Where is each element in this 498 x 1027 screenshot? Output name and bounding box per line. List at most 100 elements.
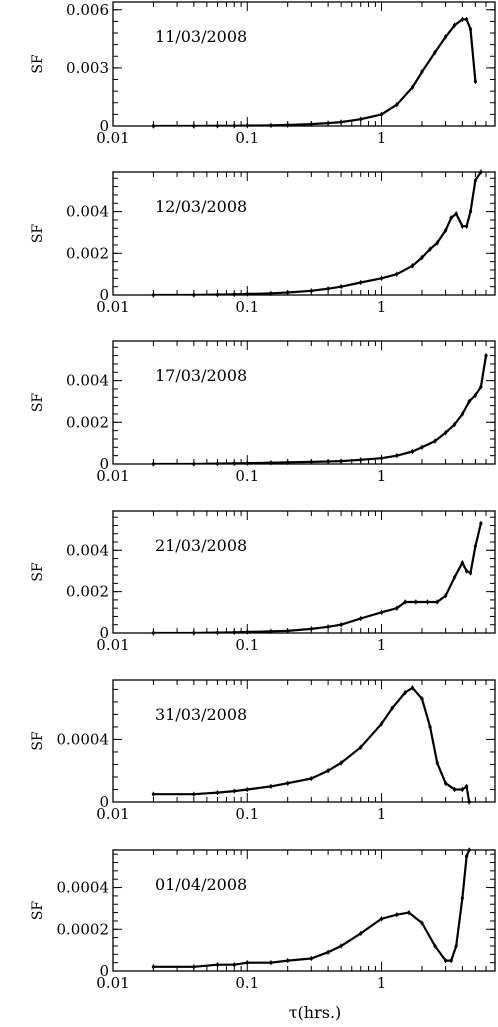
- data-point: [269, 291, 273, 295]
- y-tick-label: 0.004: [66, 372, 109, 390]
- data-point: [359, 745, 363, 749]
- data-point: [443, 781, 448, 785]
- data-point: [379, 456, 384, 460]
- data-point: [232, 789, 236, 793]
- data-point: [433, 944, 437, 948]
- date-annotation: 11/03/2008: [155, 27, 247, 46]
- y-axis-label: SF: [30, 731, 46, 751]
- data-point: [473, 79, 477, 84]
- data-point: [479, 521, 483, 526]
- date-annotation: 31/03/2008: [155, 705, 247, 724]
- data-point: [286, 123, 290, 127]
- data-point: [215, 963, 220, 967]
- panel-3: 0.01 0.1 1 0 0.002 0.004 SF 17/03/2008: [30, 340, 496, 485]
- data-point: [420, 255, 424, 260]
- data-point: [192, 293, 196, 297]
- y-tick-label: 0.002: [66, 413, 109, 431]
- x-tick-label: 0.01: [96, 636, 129, 654]
- data-point: [245, 787, 249, 792]
- data-point: [215, 461, 220, 466]
- y-axis-label: SF: [30, 393, 46, 413]
- data-point: [309, 122, 313, 126]
- data-point: [326, 769, 330, 773]
- y-axis-label: SF: [30, 901, 46, 921]
- date-annotation: 17/03/2008: [155, 366, 247, 385]
- data-point: [452, 575, 457, 579]
- data-point: [232, 963, 236, 967]
- data-point: [467, 399, 471, 404]
- data-point: [414, 600, 418, 604]
- x-tick-label: 0.1: [235, 974, 259, 992]
- data-point: [192, 792, 196, 796]
- data-point: [428, 247, 432, 251]
- data-point: [464, 784, 469, 788]
- x-tick-label: 0.1: [235, 467, 259, 485]
- data-point: [468, 210, 473, 214]
- data-point: [379, 276, 384, 280]
- data-point: [425, 600, 430, 604]
- data-point: [309, 627, 313, 631]
- data-point: [395, 272, 399, 276]
- data-point: [452, 23, 457, 27]
- data-point: [326, 459, 330, 464]
- y-tick-label: 0.006: [66, 1, 109, 19]
- data-point: [339, 761, 343, 765]
- data-point: [410, 85, 415, 89]
- data-point: [460, 896, 464, 900]
- data-point: [468, 27, 473, 31]
- x-tick-label: 0.01: [96, 974, 129, 992]
- y-axis-label: SF: [30, 562, 46, 582]
- data-point: [464, 17, 469, 22]
- data-point: [395, 606, 399, 610]
- y-tick-label: 0.0002: [57, 920, 110, 938]
- data-point: [479, 170, 483, 174]
- x-tick-label: 0.1: [235, 636, 259, 654]
- x-tick-label: 1: [377, 467, 387, 485]
- x-tick-label: 0.1: [235, 298, 259, 316]
- data-point: [460, 787, 464, 792]
- panel-2: 0.01 0.1 1 0 0.002 0.004 SF 12/03/2008: [30, 169, 496, 316]
- data-point: [420, 921, 424, 925]
- data-point: [460, 224, 464, 228]
- data-point: [410, 264, 415, 268]
- data-point: [464, 224, 469, 228]
- data-point: [449, 958, 453, 963]
- data-point: [151, 965, 156, 969]
- data-point: [245, 292, 249, 296]
- date-annotation: 21/03/2008: [155, 536, 247, 555]
- data-point: [309, 956, 313, 961]
- data-point: [460, 17, 464, 22]
- data-point: [449, 216, 453, 220]
- panel-4: 0.01 0.1 1 0 0.002 0.004 SF 21/03/2008: [30, 510, 496, 654]
- data-point: [339, 120, 343, 124]
- x-tick-label: 0.01: [96, 805, 129, 823]
- data-point: [443, 594, 448, 598]
- data-point: [232, 630, 236, 634]
- data-point: [435, 600, 439, 604]
- data-point: [395, 913, 399, 917]
- data-point: [433, 439, 437, 443]
- y-tick-label: 0: [99, 455, 109, 473]
- data-point: [326, 121, 330, 125]
- data-point: [467, 800, 471, 804]
- data-point: [151, 631, 156, 635]
- data-point: [326, 950, 330, 954]
- data-point: [232, 292, 236, 296]
- data-point: [359, 280, 363, 285]
- data-point: [192, 124, 196, 128]
- data-point: [192, 631, 196, 635]
- data-point: [410, 686, 415, 690]
- x-tick-label: 1: [377, 129, 387, 147]
- data-point: [479, 385, 483, 389]
- data-point: [192, 965, 196, 969]
- y-axis-label: SF: [30, 224, 46, 244]
- data-point: [443, 228, 448, 232]
- series-line: [153, 18, 477, 126]
- x-tick-label: 1: [377, 636, 387, 654]
- data-point: [309, 289, 313, 293]
- data-point: [407, 910, 411, 915]
- data-point: [435, 761, 439, 765]
- data-point: [215, 791, 220, 795]
- data-point: [215, 630, 220, 635]
- x-tick-label: 1: [377, 974, 387, 992]
